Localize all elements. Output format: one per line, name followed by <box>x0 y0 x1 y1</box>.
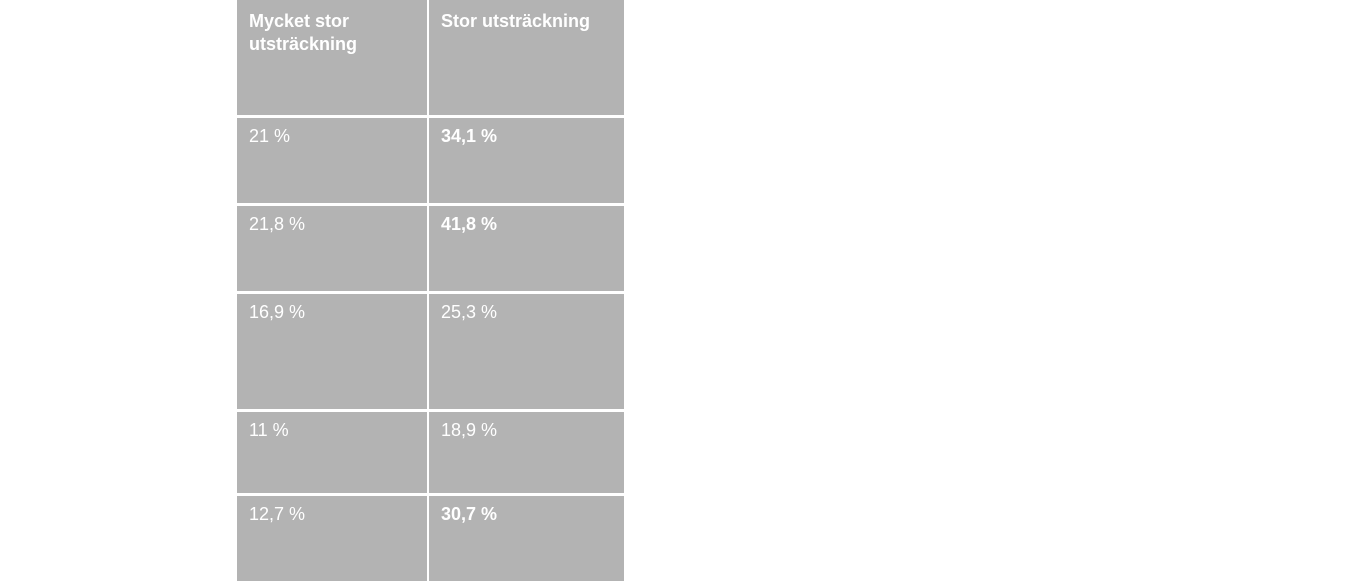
table-cell: 12,7 % <box>237 493 429 581</box>
table-row: 11 % 18,9 % <box>237 409 624 493</box>
table-cell: 41,8 % <box>429 203 624 291</box>
table-cell: 21,8 % <box>237 203 429 291</box>
table-row: 21,8 % 41,8 % <box>237 203 624 291</box>
table-row: 21 % 34,1 % <box>237 115 624 203</box>
table-cell: 16,9 % <box>237 291 429 409</box>
table-header-row: Mycket stor utsträckning Stor utsträckni… <box>237 0 624 115</box>
table-row: 12,7 % 30,7 % <box>237 493 624 581</box>
table-cell: 34,1 % <box>429 115 624 203</box>
table-header-cell: Mycket stor utsträckning <box>237 0 429 115</box>
table-row: 16,9 % 25,3 % <box>237 291 624 409</box>
table-cell: 11 % <box>237 409 429 493</box>
data-table: Mycket stor utsträckning Stor utsträckni… <box>237 0 624 581</box>
table-header-cell: Stor utsträckning <box>429 0 624 115</box>
table-cell: 18,9 % <box>429 409 624 493</box>
table-cell: 21 % <box>237 115 429 203</box>
table-cell: 25,3 % <box>429 291 624 409</box>
table-cell: 30,7 % <box>429 493 624 581</box>
